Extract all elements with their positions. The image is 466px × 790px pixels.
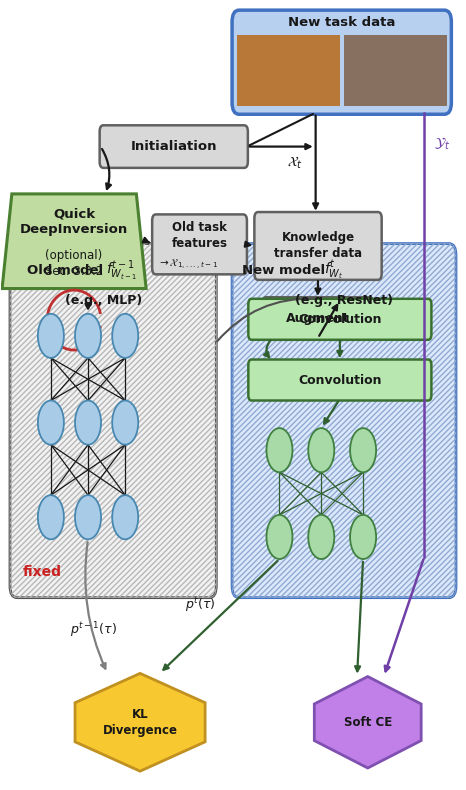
Circle shape (38, 314, 64, 358)
Text: Initialiation: Initialiation (130, 140, 217, 153)
Text: (optional)
Sec. 3.3.2: (optional) Sec. 3.3.2 (45, 249, 103, 278)
FancyBboxPatch shape (262, 297, 373, 340)
Circle shape (267, 515, 293, 559)
Polygon shape (2, 194, 146, 288)
Text: $\mathcal{X}_t$: $\mathcal{X}_t$ (287, 155, 302, 171)
Text: KL
Divergence: KL Divergence (103, 708, 178, 737)
Circle shape (350, 428, 376, 472)
Polygon shape (75, 673, 205, 771)
Text: Augment: Augment (286, 312, 350, 325)
Circle shape (350, 515, 376, 559)
Circle shape (75, 495, 101, 540)
Bar (237, 36, 340, 107)
FancyBboxPatch shape (232, 10, 452, 115)
Text: New model: New model (242, 264, 325, 277)
Text: $p^{t-1}(\tau)$: $p^{t-1}(\tau)$ (70, 620, 117, 640)
Text: $\mathcal{Y}_t$: $\mathcal{Y}_t$ (434, 136, 450, 152)
Text: $f^{t-1}_{W_{t-1}}$: $f^{t-1}_{W_{t-1}}$ (106, 258, 137, 283)
Circle shape (267, 428, 293, 472)
FancyBboxPatch shape (152, 214, 247, 274)
Text: fixed: fixed (22, 566, 62, 579)
Polygon shape (314, 676, 421, 768)
Text: $\rightarrow \mathcal{X}_{1,...,t-1}$: $\rightarrow \mathcal{X}_{1,...,t-1}$ (157, 258, 218, 272)
FancyBboxPatch shape (254, 212, 382, 280)
Circle shape (112, 495, 138, 540)
FancyBboxPatch shape (100, 126, 248, 168)
Text: Convolution: Convolution (298, 374, 382, 386)
Text: $f^{t}_{W_t}$: $f^{t}_{W_t}$ (323, 259, 343, 282)
Circle shape (308, 428, 334, 472)
Text: Old model: Old model (27, 264, 103, 277)
Circle shape (112, 401, 138, 445)
Text: (e.g., MLP): (e.g., MLP) (65, 294, 143, 307)
Circle shape (308, 515, 334, 559)
Text: $p^{t}(\tau)$: $p^{t}(\tau)$ (185, 595, 216, 614)
FancyBboxPatch shape (248, 299, 432, 340)
Circle shape (75, 314, 101, 358)
Circle shape (75, 401, 101, 445)
Bar (343, 36, 447, 107)
Text: New task data: New task data (288, 17, 396, 29)
Circle shape (112, 314, 138, 358)
Circle shape (38, 495, 64, 540)
Text: Knowledge
transfer data: Knowledge transfer data (274, 231, 362, 261)
Text: Quick
DeepInversion: Quick DeepInversion (20, 207, 128, 236)
Circle shape (38, 401, 64, 445)
Text: Old task
features: Old task features (171, 221, 227, 250)
FancyBboxPatch shape (10, 243, 216, 598)
Text: Convolution: Convolution (298, 313, 382, 325)
FancyBboxPatch shape (232, 243, 456, 598)
FancyBboxPatch shape (248, 359, 432, 401)
Text: Soft CE: Soft CE (343, 716, 392, 728)
Text: (e.g., ResNet): (e.g., ResNet) (295, 294, 393, 307)
